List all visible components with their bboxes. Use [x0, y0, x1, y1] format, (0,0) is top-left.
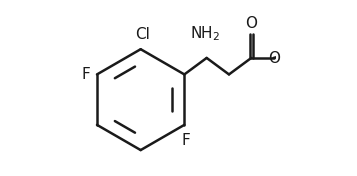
Text: O: O — [268, 51, 281, 66]
Text: NH$_2$: NH$_2$ — [190, 25, 220, 43]
Text: F: F — [182, 133, 191, 148]
Text: Cl: Cl — [135, 27, 150, 42]
Text: F: F — [81, 67, 90, 82]
Text: O: O — [245, 16, 257, 31]
